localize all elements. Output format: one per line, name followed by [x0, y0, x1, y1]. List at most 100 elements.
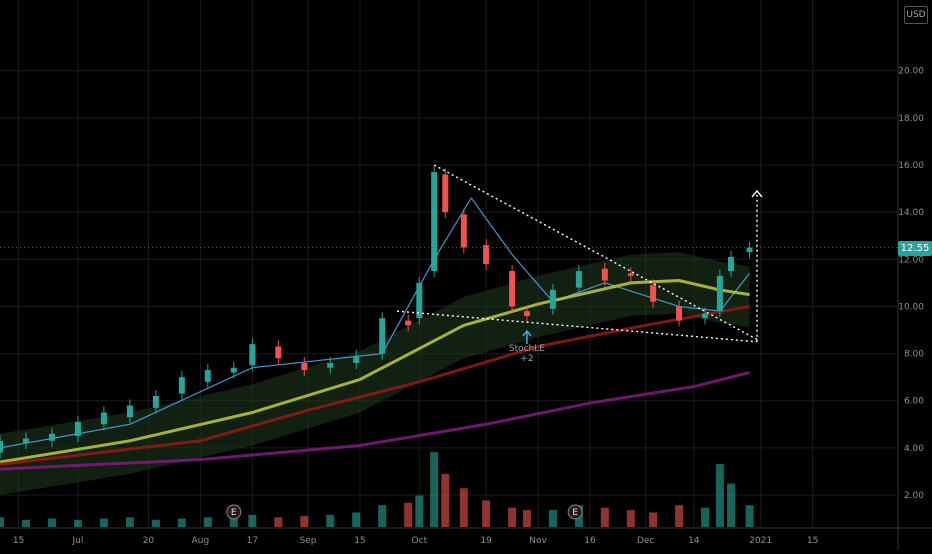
volume-bar — [649, 512, 658, 527]
measured-move-arrowhead — [751, 189, 763, 198]
candle-body — [301, 363, 308, 371]
price-tick-label: 18.00 — [898, 114, 924, 124]
volume-bar — [701, 507, 710, 527]
currency-label[interactable]: USD — [904, 6, 928, 24]
candle-body — [575, 271, 582, 288]
volume-bar — [151, 519, 160, 527]
candle-body — [431, 172, 438, 272]
time-tick-label: 19 — [480, 536, 492, 546]
volume-bar — [441, 473, 450, 527]
candle-body — [204, 370, 211, 382]
earnings-marker-label: E — [231, 508, 237, 518]
time-tick-label: 15 — [13, 536, 24, 546]
candle-body — [178, 377, 185, 394]
time-tick-label: Dec — [637, 536, 654, 546]
candle-body — [0, 440, 3, 453]
volume-bar — [274, 517, 283, 527]
price-tick-label: 2.00 — [904, 491, 924, 501]
candle-body — [152, 396, 159, 408]
strategy-marker-label: StochLE +2 — [502, 344, 552, 364]
strategy-arrow-head — [522, 329, 532, 337]
earnings-marker-label: E — [572, 508, 578, 518]
candle-body — [22, 438, 29, 444]
candle-body — [249, 344, 256, 366]
candle-body — [48, 433, 55, 441]
earnings-marker — [226, 504, 242, 520]
candle-body — [523, 311, 530, 316]
volume-bar — [203, 517, 212, 527]
candle-body — [74, 421, 81, 437]
time-axis[interactable]: 15 Jul 20 Aug 17 Sep 15 Oct 19 Nov 16 Dec 14 2021 15 — [0, 527, 932, 546]
volume-bar — [229, 516, 238, 527]
time-tick-label: Oct — [412, 536, 428, 546]
volume-bar — [626, 510, 635, 527]
candle-body — [405, 320, 412, 326]
volume-bar — [548, 510, 557, 527]
volume-bar — [404, 502, 413, 527]
earnings-marker — [567, 504, 583, 520]
price-tick-label: 10.00 — [898, 302, 924, 312]
volume-bar — [73, 519, 82, 527]
candle-body — [100, 412, 107, 425]
time-tick-label: Aug — [192, 536, 210, 546]
volume-bar — [378, 505, 387, 527]
volume-bar — [482, 500, 491, 527]
candle-body — [126, 405, 133, 418]
volume-bar — [99, 518, 108, 527]
price-tick-label: 6.00 — [904, 397, 924, 407]
time-tick-label: 15 — [807, 536, 818, 546]
candle-body — [549, 289, 556, 309]
triangle-trendline — [433, 164, 758, 341]
volume-bar — [600, 507, 609, 527]
strategy-marker-count: +2 — [520, 354, 534, 364]
time-tick-label: 2021 — [749, 536, 772, 546]
volume-bar — [715, 464, 724, 527]
volume-bar — [745, 505, 754, 527]
candle-body — [460, 214, 467, 248]
candle-body — [416, 282, 423, 319]
time-tick-label: 20 — [143, 536, 155, 546]
cloud-fill — [0, 252, 750, 495]
volume-bar — [125, 517, 134, 527]
volume-bar — [522, 510, 531, 527]
moving-average-line — [0, 197, 751, 449]
volume-bar — [415, 495, 424, 527]
candle-body — [509, 271, 516, 307]
time-tick-label: Nov — [529, 536, 547, 546]
candle-body — [353, 355, 360, 363]
time-tick-label: Sep — [300, 536, 317, 546]
moving-average-line — [0, 304, 750, 466]
strategy-marker-name: StochLE — [508, 344, 545, 354]
volume-bar — [326, 514, 335, 527]
moving-averages — [0, 197, 751, 471]
volume-bar — [177, 518, 186, 527]
volume-bar — [0, 517, 4, 527]
volume-bar — [352, 512, 361, 527]
price-tick-label: 16.00 — [898, 161, 924, 171]
candle-body — [746, 247, 753, 253]
price-tick-label: 14.00 — [898, 208, 924, 218]
candle-body — [601, 268, 608, 281]
volume-bar — [675, 505, 684, 527]
price-tick-label: 20.00 — [898, 67, 924, 77]
price-axis[interactable]: 2.00 4.00 6.00 8.00 10.00 12.00 14.00 16.00 18.0… — [897, 0, 924, 550]
candle-body — [442, 174, 449, 213]
price-tick-label: 12.00 — [898, 255, 924, 265]
moving-average-line — [0, 370, 750, 471]
time-tick-label: 14 — [688, 536, 700, 546]
candle-body — [728, 256, 735, 272]
candle-body — [230, 367, 237, 373]
last-price-badge: 12.55 — [898, 240, 932, 256]
volume-bar — [21, 519, 30, 527]
volume-pane — [0, 452, 754, 527]
time-tick-label: 15 — [354, 536, 365, 546]
candle-body — [716, 275, 723, 312]
price-tick-label: 8.00 — [904, 350, 924, 360]
candle-body — [379, 318, 386, 354]
time-tick-label: 17 — [247, 536, 258, 546]
volume-bar — [248, 514, 257, 527]
volume-bar — [47, 518, 56, 527]
